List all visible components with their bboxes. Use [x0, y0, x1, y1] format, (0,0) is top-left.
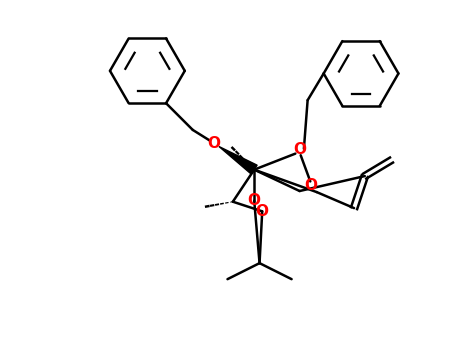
Polygon shape [219, 147, 257, 174]
Text: O: O [304, 178, 317, 193]
Text: O: O [207, 136, 221, 151]
Text: O: O [256, 204, 269, 219]
Text: O: O [248, 193, 261, 208]
Text: O: O [293, 142, 306, 158]
